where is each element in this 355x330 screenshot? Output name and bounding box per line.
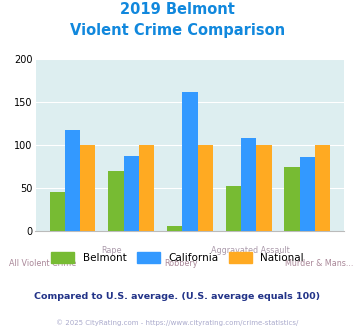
Bar xyxy=(284,167,300,231)
Bar xyxy=(167,226,182,231)
Bar xyxy=(241,138,256,231)
Legend: Belmont, California, National: Belmont, California, National xyxy=(47,248,308,267)
Bar xyxy=(226,185,241,231)
Text: Compared to U.S. average. (U.S. average equals 100): Compared to U.S. average. (U.S. average … xyxy=(34,292,321,301)
Text: All Violent Crime: All Violent Crime xyxy=(9,259,76,268)
Bar xyxy=(108,171,124,231)
Text: Violent Crime Comparison: Violent Crime Comparison xyxy=(70,23,285,38)
Text: Rape: Rape xyxy=(102,246,122,255)
Bar xyxy=(256,145,272,231)
Bar xyxy=(182,92,198,231)
Bar xyxy=(300,157,315,231)
Text: 2019 Belmont: 2019 Belmont xyxy=(120,2,235,16)
Bar xyxy=(50,191,65,231)
Text: Robbery: Robbery xyxy=(164,259,198,268)
Bar xyxy=(124,156,139,231)
Text: Murder & Mans...: Murder & Mans... xyxy=(285,259,354,268)
Bar xyxy=(80,145,95,231)
Bar xyxy=(198,145,213,231)
Text: Aggravated Assault: Aggravated Assault xyxy=(211,246,290,255)
Bar xyxy=(315,145,330,231)
Bar xyxy=(65,130,80,231)
Text: © 2025 CityRating.com - https://www.cityrating.com/crime-statistics/: © 2025 CityRating.com - https://www.city… xyxy=(56,319,299,326)
Bar xyxy=(139,145,154,231)
